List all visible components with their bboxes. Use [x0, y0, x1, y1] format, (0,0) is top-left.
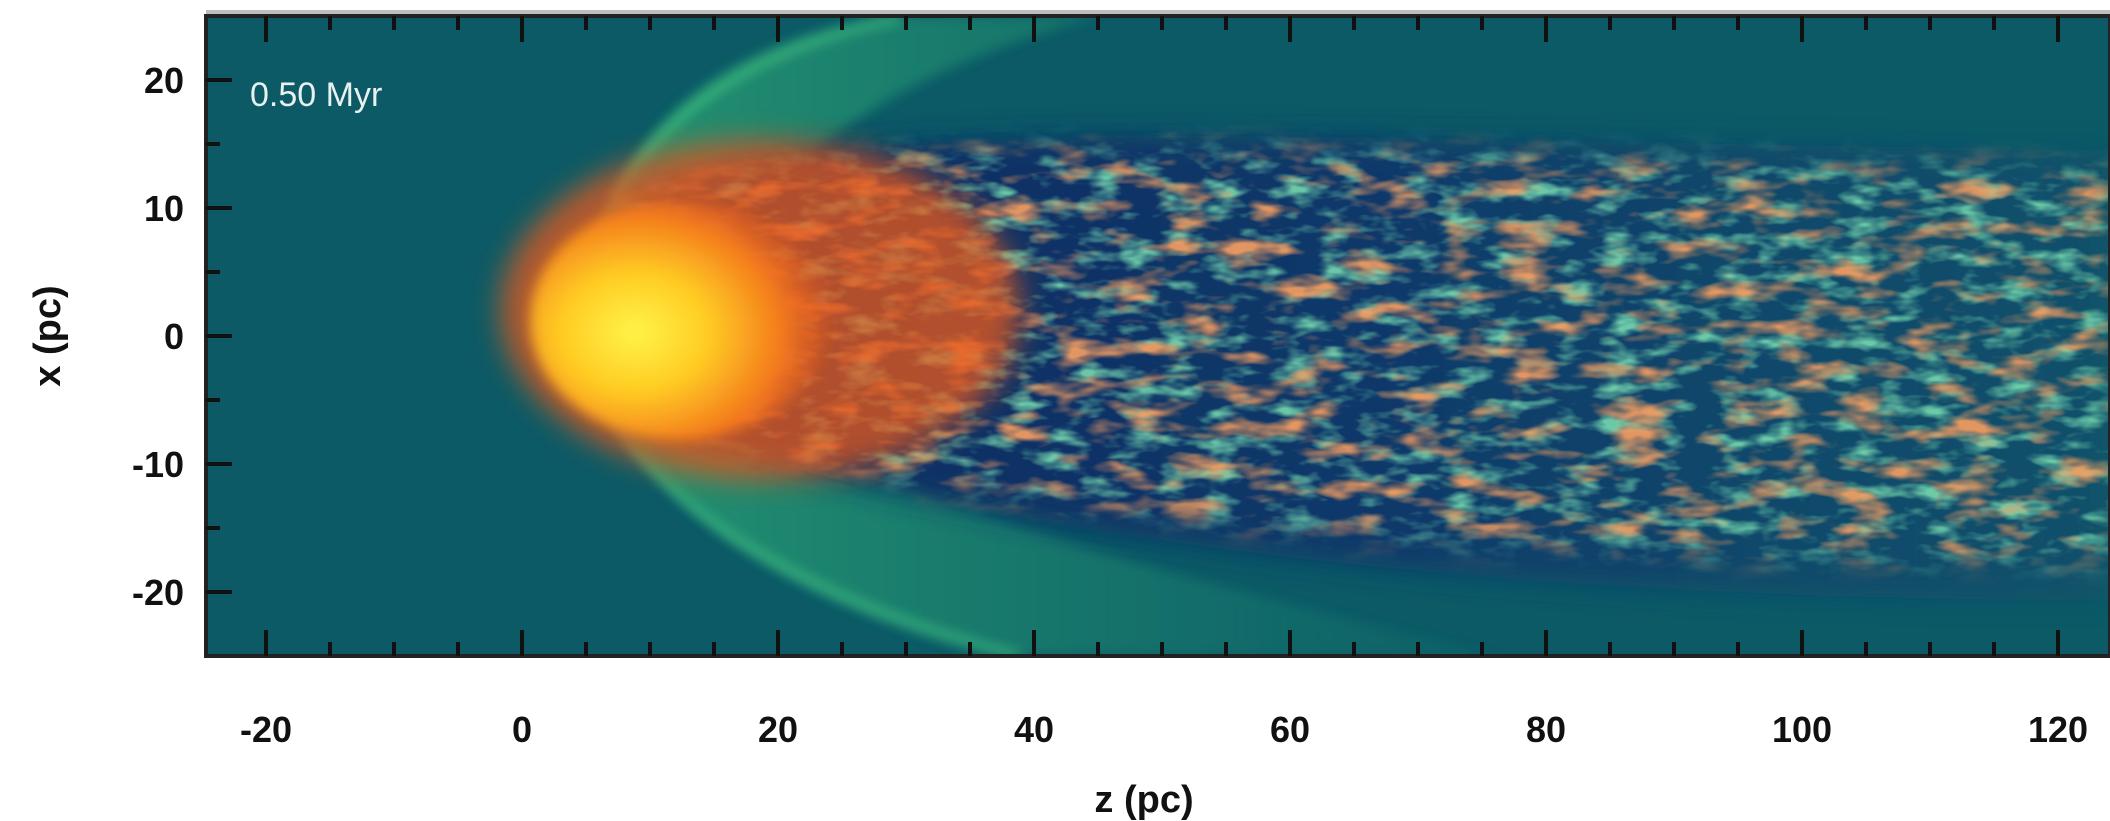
x-tick-label: 20: [758, 709, 798, 750]
y-tick-label: 10: [144, 188, 184, 229]
x-tick-label: 60: [1270, 709, 1310, 750]
y-tick-label: -10: [132, 444, 184, 485]
x-tick-label: 120: [2028, 709, 2088, 750]
plot-area: [204, 10, 2110, 658]
annotation-time: 0.50 Myr: [250, 76, 382, 114]
y-tick-label: 0: [164, 316, 184, 357]
y-tick-label: 20: [144, 60, 184, 101]
cloud-head: [530, 200, 830, 440]
x-tick-label: 0: [512, 709, 532, 750]
x-tick-label: 100: [1772, 709, 1832, 750]
turbulent-tail-red: [206, 16, 2110, 656]
x-axis-title: z (pc): [1094, 779, 1193, 821]
y-axis-title: x (pc): [27, 285, 69, 386]
ticks: [206, 16, 2060, 656]
x-tick-label: 80: [1526, 709, 1566, 750]
x-tick-label: -20: [240, 709, 292, 750]
x-tick-label: 40: [1014, 709, 1054, 750]
y-tick-label: -20: [132, 572, 184, 613]
